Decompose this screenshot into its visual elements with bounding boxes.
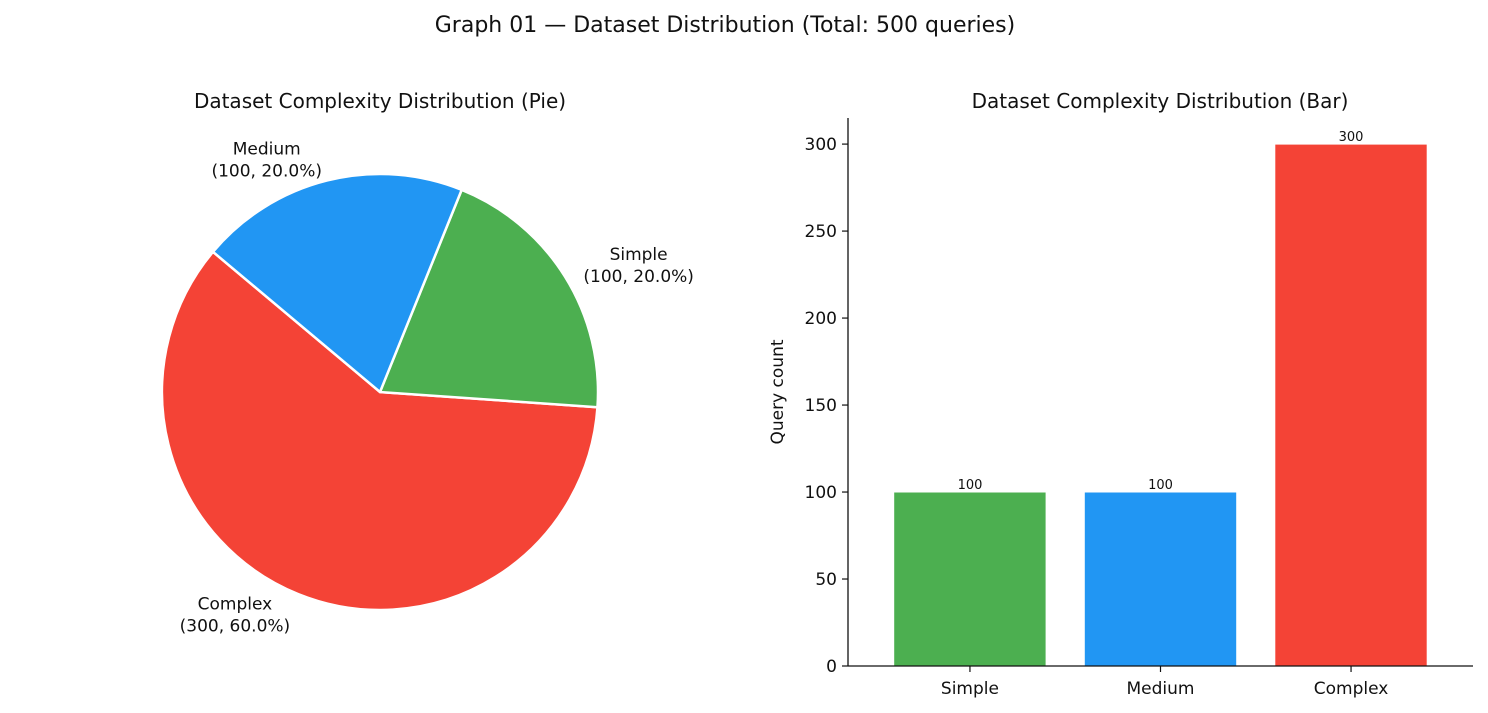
pie-slice-complex [160, 250, 599, 612]
y-tick-label: 150 [805, 396, 837, 416]
x-tick-label: Medium [1127, 679, 1195, 699]
pie-label-value: (100, 20.0%) [211, 161, 322, 181]
pie-labels: Complex (300, 60.0%)Simple (100, 20.0%)Med… [180, 139, 694, 636]
y-tick-label: 50 [815, 570, 837, 590]
pie-label-name: Simple [610, 245, 668, 265]
bars: 100 100 300 [893, 130, 1428, 667]
pie-label-value: (100, 20.0%) [583, 267, 694, 287]
y-tick-label: 100 [805, 483, 837, 503]
pie-slices [160, 172, 600, 612]
pie-label-value: (300, 60.0%) [180, 616, 291, 636]
pie-label-complex: Complex (300, 60.0%) [180, 594, 291, 636]
y-axis-label: Query count [768, 339, 788, 444]
pie-slice-simple [378, 188, 600, 409]
bar-simple [893, 491, 1047, 667]
pie-chart: Dataset Complexity Distribution (Pie) Co… [160, 89, 694, 636]
y-axis-ticks: 0 50 100 150 200 250 300 [805, 135, 848, 677]
pie-chart-title: Dataset Complexity Distribution (Pie) [194, 89, 566, 113]
pie-label-name: Complex [198, 594, 273, 614]
y-tick-label: 0 [826, 657, 837, 677]
pie-slice-medium [211, 172, 463, 394]
bar-chart: Dataset Complexity Distribution (Bar) Qu… [768, 89, 1473, 699]
figure-title: Graph 01 — Dataset Distribution (Total: … [435, 13, 1015, 38]
x-axis-ticks: Simple Medium Complex [941, 666, 1388, 699]
bar-value-label: 100 [958, 478, 983, 493]
pie-label-simple: Simple (100, 20.0%) [583, 245, 694, 287]
bar-complex [1274, 143, 1428, 667]
bar-chart-title: Dataset Complexity Distribution (Bar) [972, 89, 1349, 113]
y-tick-label: 200 [805, 309, 837, 329]
y-tick-label: 250 [805, 222, 837, 242]
x-tick-label: Complex [1314, 679, 1389, 699]
x-tick-label: Simple [941, 679, 999, 699]
bar-value-label: 100 [1148, 478, 1173, 493]
y-tick-label: 300 [805, 135, 837, 155]
bar-medium [1083, 491, 1238, 667]
pie-label-name: Medium [233, 139, 301, 159]
pie-label-medium: Medium (100, 20.0%) [211, 139, 322, 181]
bar-value-label: 300 [1339, 130, 1364, 145]
